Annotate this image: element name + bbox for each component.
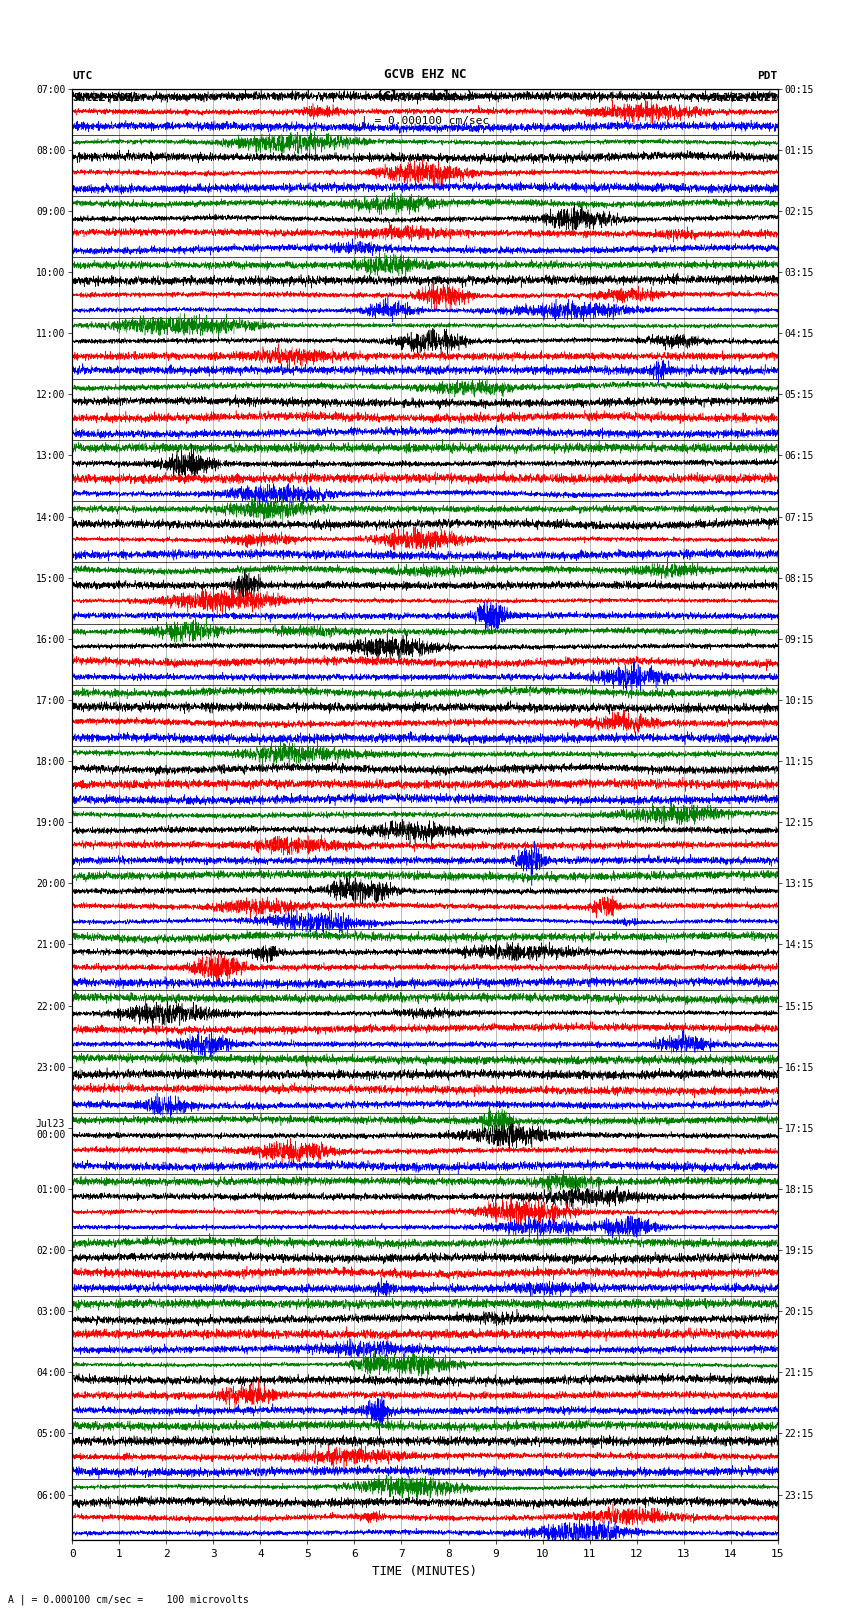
Text: | = 0.000100 cm/sec: | = 0.000100 cm/sec <box>361 115 489 126</box>
Text: PDT: PDT <box>757 71 778 81</box>
Text: Jul22,2021: Jul22,2021 <box>711 94 778 103</box>
Text: GCVB EHZ NC: GCVB EHZ NC <box>383 68 467 81</box>
Text: Jul22,2021: Jul22,2021 <box>72 94 139 103</box>
X-axis label: TIME (MINUTES): TIME (MINUTES) <box>372 1565 478 1578</box>
Text: UTC: UTC <box>72 71 93 81</box>
Text: (Cloverdale ): (Cloverdale ) <box>377 90 473 103</box>
Text: A | = 0.000100 cm/sec =    100 microvolts: A | = 0.000100 cm/sec = 100 microvolts <box>8 1594 249 1605</box>
